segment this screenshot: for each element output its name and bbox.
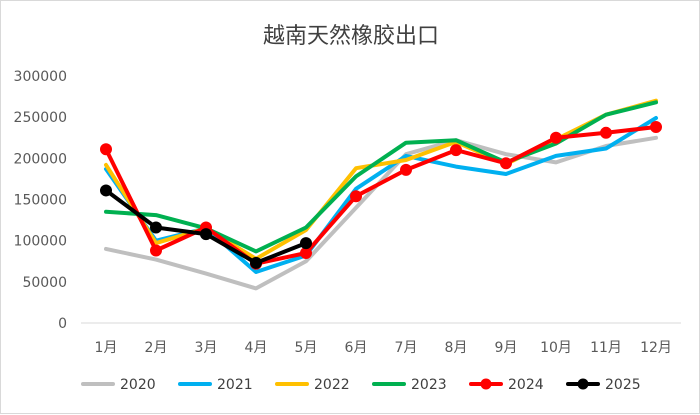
- x-tick-label: 7月: [395, 340, 418, 356]
- y-tick-label: 50000: [22, 275, 67, 291]
- data-point-2024: [650, 121, 662, 134]
- legend-label: 2022: [314, 377, 350, 393]
- series-line-2023: [104, 100, 658, 254]
- series-line-2021: [104, 116, 658, 274]
- y-tick-label: 200000: [14, 151, 67, 167]
- data-point-2025: [250, 256, 262, 269]
- data-point-2025: [300, 237, 312, 250]
- legend-marker: [577, 378, 589, 390]
- legend-label: 2025: [605, 377, 641, 393]
- data-point-2024: [300, 247, 312, 260]
- x-tick-label: 5月: [295, 340, 318, 356]
- data-point-2025: [150, 221, 162, 234]
- series-line-2024: [104, 125, 658, 266]
- x-tick-label: 2月: [145, 340, 168, 356]
- y-axis: 0 50000 100000 150000 200000 250000 300000: [14, 69, 67, 332]
- data-point-2024: [100, 143, 112, 156]
- y-tick-label: 100000: [14, 234, 67, 250]
- chart-title: 越南天然橡胶出口: [263, 24, 439, 49]
- x-tick-label: 10月: [540, 340, 572, 356]
- x-tick-label: 6月: [345, 340, 368, 356]
- x-tick-label: 12月: [640, 340, 672, 356]
- legend-label: 2024: [508, 377, 544, 393]
- plot-area: [100, 98, 662, 291]
- data-point-2024: [500, 157, 512, 170]
- data-point-2024: [550, 131, 562, 144]
- x-tick-label: 4月: [245, 340, 268, 356]
- data-point-2024: [350, 190, 362, 203]
- x-tick-label: 9月: [495, 340, 518, 356]
- y-tick-label: 300000: [14, 69, 67, 85]
- data-point-2024: [400, 163, 412, 176]
- x-tick-label: 11月: [590, 340, 622, 356]
- data-point-2025: [200, 228, 212, 241]
- y-tick-label: 0: [58, 316, 67, 332]
- y-tick-label: 150000: [14, 193, 67, 209]
- legend-marker: [480, 378, 492, 390]
- legend: 2020 2021 2022 2023 2024 2025: [81, 377, 641, 393]
- y-tick-label: 250000: [14, 110, 67, 126]
- x-axis: 1月 2月 3月 4月 5月 6月 7月 8月 9月 10月 11月 12月: [81, 322, 681, 356]
- legend-label: 2023: [411, 377, 447, 393]
- x-tick-label: 3月: [195, 340, 218, 356]
- data-point-2024: [450, 144, 462, 157]
- x-tick-label: 1月: [95, 340, 118, 356]
- data-point-2024: [150, 244, 162, 257]
- data-point-2024: [600, 126, 612, 139]
- data-point-2025: [100, 184, 112, 197]
- legend-label: 2021: [217, 377, 253, 393]
- x-tick-label: 8月: [445, 340, 468, 356]
- legend-label: 2020: [120, 377, 156, 393]
